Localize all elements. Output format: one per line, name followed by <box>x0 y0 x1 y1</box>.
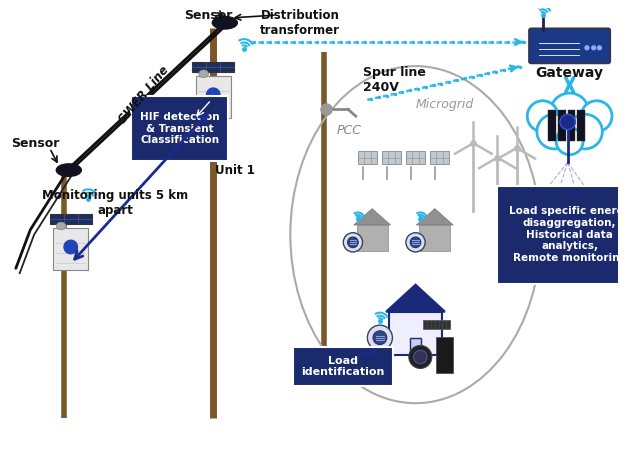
Circle shape <box>410 237 421 248</box>
Circle shape <box>207 88 220 102</box>
Text: HIF detection
& Transient
Classification: HIF detection & Transient Classification <box>140 112 220 145</box>
Circle shape <box>413 350 427 364</box>
FancyBboxPatch shape <box>423 320 450 328</box>
Text: Microgrid: Microgrid <box>415 98 474 111</box>
Circle shape <box>537 114 572 149</box>
FancyBboxPatch shape <box>389 312 442 355</box>
Circle shape <box>409 346 432 369</box>
Ellipse shape <box>56 222 66 230</box>
FancyBboxPatch shape <box>410 338 421 355</box>
Text: SWER Line: SWER Line <box>116 64 172 126</box>
Ellipse shape <box>56 164 81 176</box>
Text: Load specific energy
disaggregation,
Historical data
analytics,
Remote monitorin: Load specific energy disaggregation, His… <box>509 207 630 263</box>
Text: Sensor: Sensor <box>11 137 60 150</box>
FancyBboxPatch shape <box>558 110 566 141</box>
Polygon shape <box>354 209 390 225</box>
Text: Monitoring units 5 km
apart: Monitoring units 5 km apart <box>42 189 188 217</box>
Text: Load
identification: Load identification <box>301 356 385 378</box>
FancyBboxPatch shape <box>356 225 388 251</box>
FancyBboxPatch shape <box>497 185 640 284</box>
Text: Sensor: Sensor <box>184 9 233 22</box>
Ellipse shape <box>212 17 237 29</box>
Polygon shape <box>386 285 445 312</box>
FancyBboxPatch shape <box>436 337 453 374</box>
Circle shape <box>598 46 602 50</box>
Text: Unit 1: Unit 1 <box>214 164 254 177</box>
FancyBboxPatch shape <box>529 189 564 212</box>
Text: Spur line
240V: Spur line 240V <box>362 66 426 94</box>
FancyBboxPatch shape <box>406 151 425 164</box>
FancyBboxPatch shape <box>419 225 451 251</box>
Circle shape <box>581 101 612 131</box>
FancyBboxPatch shape <box>382 151 401 164</box>
FancyBboxPatch shape <box>568 110 575 141</box>
Circle shape <box>343 233 362 252</box>
FancyBboxPatch shape <box>49 214 92 224</box>
Circle shape <box>367 325 392 350</box>
FancyBboxPatch shape <box>358 151 377 164</box>
FancyBboxPatch shape <box>53 228 88 270</box>
Circle shape <box>64 240 77 254</box>
Ellipse shape <box>199 70 209 78</box>
FancyBboxPatch shape <box>196 76 230 118</box>
Circle shape <box>560 114 575 130</box>
Circle shape <box>568 114 602 149</box>
Circle shape <box>556 128 583 155</box>
FancyBboxPatch shape <box>577 110 585 141</box>
Circle shape <box>348 237 358 248</box>
Polygon shape <box>417 209 453 225</box>
Circle shape <box>550 93 589 131</box>
FancyBboxPatch shape <box>555 195 569 216</box>
Text: Distribution
transformer: Distribution transformer <box>260 9 340 37</box>
FancyBboxPatch shape <box>293 347 394 386</box>
Circle shape <box>406 233 425 252</box>
Circle shape <box>592 46 596 50</box>
Circle shape <box>585 46 589 50</box>
FancyBboxPatch shape <box>548 110 556 141</box>
Circle shape <box>373 331 387 345</box>
Text: PCC: PCC <box>337 124 362 137</box>
Circle shape <box>527 101 558 131</box>
FancyBboxPatch shape <box>572 189 600 211</box>
FancyBboxPatch shape <box>529 28 610 63</box>
FancyBboxPatch shape <box>131 96 228 162</box>
FancyBboxPatch shape <box>430 151 449 164</box>
Text: Gateway: Gateway <box>536 66 604 80</box>
FancyBboxPatch shape <box>192 62 234 72</box>
